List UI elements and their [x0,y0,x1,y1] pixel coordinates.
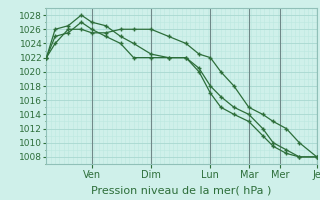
X-axis label: Pression niveau de la mer( hPa ): Pression niveau de la mer( hPa ) [92,185,272,195]
